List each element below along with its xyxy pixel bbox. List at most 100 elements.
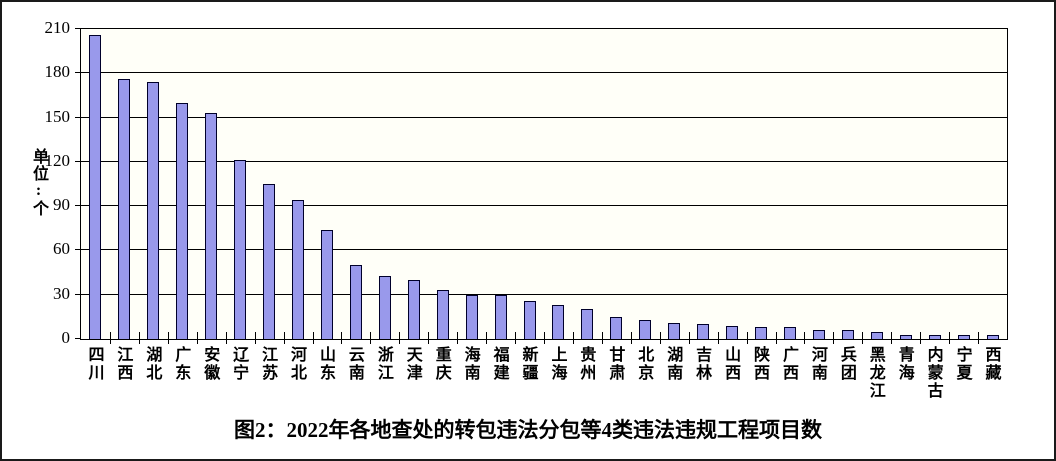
x-axis-tick bbox=[428, 332, 430, 344]
bar-云南 bbox=[349, 265, 362, 339]
x-axis-tick bbox=[312, 332, 314, 344]
x-tick-label-广东: 广东 bbox=[172, 346, 190, 382]
bar-吉林 bbox=[697, 324, 710, 339]
x-axis-tick bbox=[949, 332, 951, 344]
x-tick-label-安徽: 安徽 bbox=[201, 346, 219, 382]
x-tick-label-贵州: 贵州 bbox=[577, 346, 595, 382]
x-axis-tick bbox=[746, 332, 748, 344]
x-tick-label-江苏: 江苏 bbox=[259, 346, 277, 382]
x-tick-label-甘肃: 甘肃 bbox=[606, 346, 624, 382]
x-tick-label-北京: 北京 bbox=[635, 346, 653, 382]
bar-浙江 bbox=[378, 275, 391, 339]
bar-河南 bbox=[812, 330, 825, 339]
x-tick-label-西藏: 西藏 bbox=[982, 346, 1000, 382]
x-axis-tick bbox=[370, 332, 372, 344]
bar-北京 bbox=[639, 319, 652, 339]
x-tick-label-山西: 山西 bbox=[722, 346, 740, 382]
bar-新疆 bbox=[523, 300, 536, 339]
y-axis-tick bbox=[75, 28, 80, 29]
x-axis-tick bbox=[399, 332, 401, 344]
x-axis-tick bbox=[601, 332, 603, 344]
bar-陕西 bbox=[755, 327, 768, 339]
x-tick-label-江西: 江西 bbox=[114, 346, 132, 382]
gridline-150 bbox=[81, 116, 1007, 118]
x-tick-label-天津: 天津 bbox=[403, 346, 421, 382]
x-tick-label-陕西: 陕西 bbox=[751, 346, 769, 382]
x-axis-tick bbox=[486, 332, 488, 344]
x-axis-tick bbox=[515, 332, 517, 344]
gridline-180 bbox=[81, 72, 1007, 74]
y-axis-tick bbox=[75, 293, 80, 295]
x-axis-tick bbox=[457, 332, 459, 344]
x-tick-label-青海: 青海 bbox=[895, 346, 913, 382]
x-axis-tick bbox=[659, 332, 661, 344]
x-tick-label-吉林: 吉林 bbox=[693, 346, 711, 382]
x-axis-tick bbox=[544, 332, 545, 344]
y-tick-label-180: 180 bbox=[44, 62, 71, 82]
x-tick-label-重庆: 重庆 bbox=[432, 346, 450, 382]
bar-青海 bbox=[899, 334, 912, 339]
x-tick-label-四川: 四川 bbox=[85, 346, 103, 382]
bar-上海 bbox=[552, 305, 565, 339]
y-axis-tick bbox=[75, 249, 80, 251]
bar-江苏 bbox=[263, 184, 276, 339]
bar-湖北 bbox=[147, 82, 160, 339]
x-tick-label-广西: 广西 bbox=[779, 346, 797, 382]
y-tick-label-60: 60 bbox=[53, 239, 70, 259]
bar-山西 bbox=[726, 325, 739, 339]
x-tick-label-新疆: 新疆 bbox=[519, 346, 537, 382]
x-tick-label-湖北: 湖北 bbox=[143, 346, 161, 382]
bar-山东 bbox=[320, 229, 333, 339]
bar-兵团 bbox=[841, 330, 854, 339]
x-axis-tick bbox=[341, 332, 343, 344]
y-axis-tick bbox=[75, 160, 80, 162]
y-tick-label-30: 30 bbox=[53, 283, 70, 303]
x-tick-label-山东: 山东 bbox=[316, 346, 334, 382]
x-axis-tick bbox=[833, 332, 835, 344]
y-axis-tick bbox=[75, 338, 80, 339]
x-tick-label-兵团: 兵团 bbox=[837, 346, 855, 382]
bar-江西 bbox=[118, 79, 131, 339]
y-axis-title: 单位:个 bbox=[30, 148, 47, 217]
bar-四川 bbox=[89, 34, 102, 339]
x-axis-tick bbox=[254, 332, 256, 344]
x-tick-label-浙江: 浙江 bbox=[374, 346, 392, 382]
bar-宁夏 bbox=[957, 334, 970, 339]
bar-福建 bbox=[494, 294, 507, 339]
x-tick-label-云南: 云南 bbox=[345, 346, 363, 382]
bar-广西 bbox=[783, 327, 796, 339]
gridline-90 bbox=[81, 205, 1007, 207]
x-axis-tick bbox=[862, 332, 864, 344]
bar-黑龙江 bbox=[870, 331, 883, 339]
plot-area bbox=[80, 28, 1008, 344]
x-axis-tick bbox=[167, 332, 169, 344]
x-tick-label-海南: 海南 bbox=[461, 346, 479, 382]
x-axis-tick bbox=[804, 332, 806, 344]
x-axis-tick bbox=[688, 332, 690, 344]
x-tick-label-河北: 河北 bbox=[288, 346, 306, 382]
bar-海南 bbox=[465, 294, 478, 339]
x-axis-tick bbox=[891, 332, 893, 344]
gridline-30 bbox=[81, 293, 1007, 295]
bar-辽宁 bbox=[234, 160, 247, 339]
x-axis-tick bbox=[138, 332, 140, 344]
bar-西藏 bbox=[986, 334, 999, 339]
y-tick-label-0: 0 bbox=[61, 328, 71, 347]
y-axis-tick bbox=[75, 72, 80, 74]
bar-天津 bbox=[407, 279, 420, 339]
y-tick-label-150: 150 bbox=[44, 106, 71, 126]
bar-湖南 bbox=[668, 322, 681, 339]
x-axis-tick bbox=[717, 332, 719, 344]
x-tick-label-辽宁: 辽宁 bbox=[230, 346, 248, 382]
bar-安徽 bbox=[205, 113, 218, 339]
y-tick-label-120: 120 bbox=[44, 150, 71, 170]
bar-贵州 bbox=[581, 309, 594, 339]
x-axis-tick bbox=[978, 332, 980, 344]
y-axis-tick bbox=[75, 205, 80, 207]
x-axis-tick bbox=[572, 332, 574, 344]
x-tick-label-湖南: 湖南 bbox=[664, 346, 682, 382]
bar-甘肃 bbox=[610, 316, 623, 339]
bar-河北 bbox=[292, 200, 305, 339]
gridline-60 bbox=[81, 249, 1007, 251]
